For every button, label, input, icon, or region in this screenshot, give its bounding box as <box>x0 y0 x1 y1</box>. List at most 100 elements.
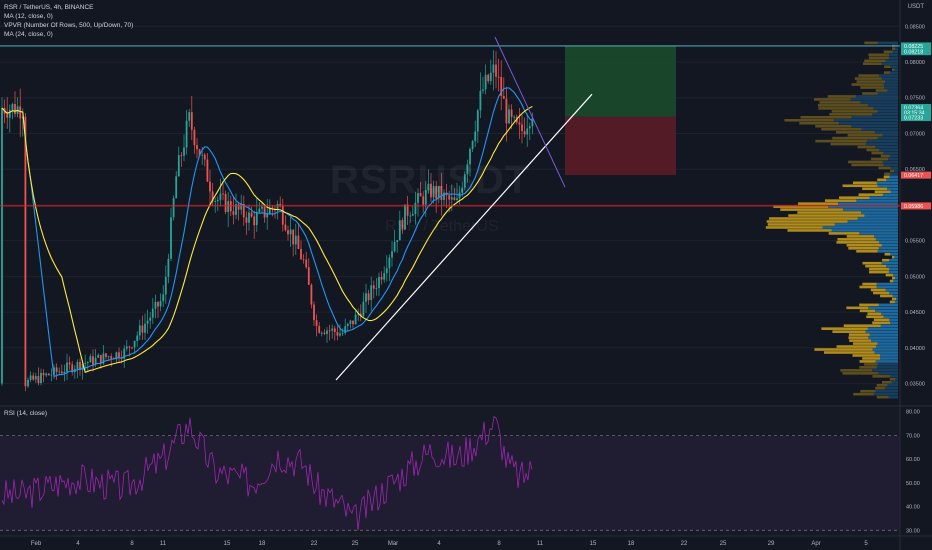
vpvr-up-row <box>886 178 898 182</box>
candle-body <box>463 174 466 188</box>
candle-body <box>362 301 365 317</box>
candle-body <box>346 323 349 327</box>
symbol-title[interactable]: RSR / TetherUS, 4h, BINANCE <box>4 4 94 11</box>
descending-trendline <box>494 36 566 188</box>
vpvr-down-row <box>882 380 892 384</box>
vpvr-down-row <box>853 392 874 396</box>
vpvr-down-row <box>831 110 878 113</box>
vpvr-legend[interactable]: VPVR (Number Of Rows, 500, Up/Down, 70) <box>4 22 134 29</box>
vpvr-up-row <box>860 211 898 214</box>
vpvr-up-row <box>883 315 898 319</box>
candle-body <box>180 155 183 157</box>
time-tick-label: 25 <box>720 541 727 547</box>
vpvr-down-row <box>862 261 882 265</box>
candle-body <box>300 248 302 260</box>
candle-body <box>318 325 321 333</box>
candle-body <box>94 357 97 365</box>
vpvr-up-row <box>888 53 898 57</box>
candle-body <box>419 193 422 197</box>
vpvr-down-row <box>836 130 875 134</box>
vpvr-up-row <box>877 184 898 188</box>
candle-body <box>190 112 193 130</box>
candle-body <box>357 313 360 315</box>
ma24-line <box>1 106 533 374</box>
candle-body <box>398 220 401 241</box>
candle-body <box>214 201 217 203</box>
vpvr-up-row <box>867 327 898 330</box>
vpvr-down-row <box>836 241 880 244</box>
candle-body <box>391 251 393 258</box>
vpvr-down-row <box>832 330 866 333</box>
vpvr-up-row <box>876 366 898 369</box>
vpvr-up-row <box>874 351 898 354</box>
candle-body <box>97 354 100 358</box>
candle-body <box>253 216 256 226</box>
ma24-legend[interactable]: MA (24, close, 0) <box>4 31 53 38</box>
vpvr-down-row <box>875 386 885 390</box>
vpvr-down-row <box>867 312 882 316</box>
candle-body <box>528 126 531 129</box>
quote-currency[interactable]: USDT <box>907 4 924 10</box>
candle-body <box>474 131 477 142</box>
time-tick-label: 15 <box>224 541 231 547</box>
candle-body <box>375 288 378 289</box>
candle-body <box>209 181 211 192</box>
candle-body <box>521 124 523 132</box>
vpvr-down-row <box>837 238 876 241</box>
vpvr-up-row <box>895 377 898 381</box>
candle-body <box>359 313 362 317</box>
vpvr-down-row <box>892 255 895 259</box>
vpvr-up-row <box>881 312 898 316</box>
candle-body <box>313 304 315 321</box>
candle-body <box>63 371 66 374</box>
candle-body <box>307 267 310 285</box>
vpvr-down-row <box>862 282 877 286</box>
candle-body <box>40 372 42 384</box>
vpvr-down-row <box>860 86 884 89</box>
candle-body <box>404 204 406 230</box>
vpvr-down-row <box>828 232 860 235</box>
candle-body <box>193 129 196 146</box>
vpvr-down-row <box>869 267 890 271</box>
candle-body <box>255 212 258 226</box>
candle-body <box>19 106 22 119</box>
vpvr-up-row <box>877 363 898 366</box>
vpvr-up-row <box>875 360 898 363</box>
candle-body <box>235 204 237 215</box>
vpvr-up-row <box>877 92 898 95</box>
vpvr-up-row <box>891 380 898 384</box>
candle-body <box>250 212 253 217</box>
candle-body <box>482 89 484 91</box>
price-marker-label: 0.07364 <box>904 105 923 111</box>
vpvr-down-row <box>773 205 829 208</box>
candle-body <box>242 204 245 218</box>
vpvr-down-row <box>866 315 884 319</box>
candle-body <box>326 330 328 334</box>
candle-body <box>331 328 334 331</box>
candle-body <box>320 332 323 334</box>
ma12-legend[interactable]: MA (12, close, 0) <box>4 13 53 20</box>
price-tick-label: 0.03500 <box>905 382 925 388</box>
vpvr-up-row <box>838 121 898 125</box>
vpvr-up-row <box>887 383 898 387</box>
candle-body <box>219 193 222 200</box>
candle-body <box>523 131 526 135</box>
vpvr-down-row <box>856 80 886 83</box>
vpvr-up-row <box>875 309 898 313</box>
rsi-tick-label: 40.00 <box>906 505 920 511</box>
candle-body <box>437 185 440 199</box>
candle-body <box>492 64 495 73</box>
symbol-watermark: RSRUSDT <box>330 158 531 202</box>
time-tick-label: 25 <box>352 541 359 547</box>
candle-body <box>294 235 297 245</box>
rsi-legend[interactable]: RSI (14, close) <box>4 410 47 417</box>
candle-body <box>170 217 172 259</box>
candle-body <box>352 320 354 325</box>
vpvr-down-row <box>859 303 879 307</box>
vpvr-up-row <box>876 345 898 348</box>
vpvr-down-row <box>842 184 878 188</box>
vpvr-up-row <box>890 190 898 194</box>
vpvr-up-row <box>894 68 898 71</box>
candle-body <box>484 74 487 90</box>
